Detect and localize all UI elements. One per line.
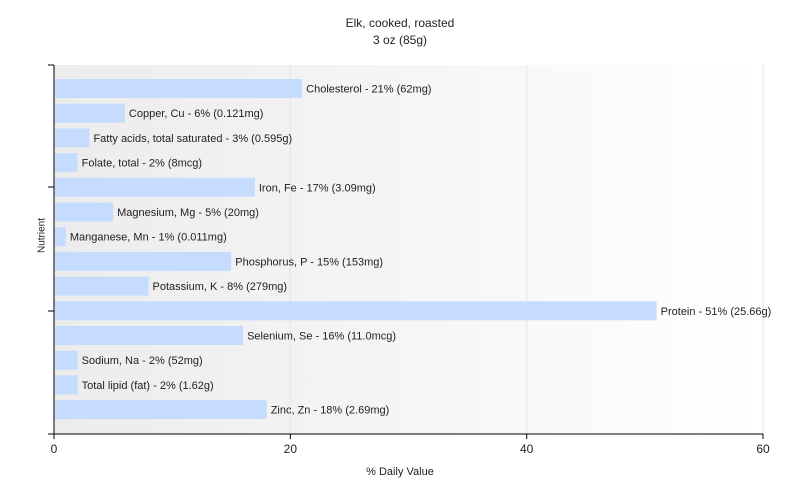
bar: [55, 326, 244, 345]
data-label: Phosphorus, P - 15% (153mg): [235, 256, 383, 268]
plot-background: [54, 65, 763, 434]
bar: [55, 177, 255, 197]
bar: [55, 202, 114, 222]
data-label: Manganese, Mn - 1% (0.011mg): [70, 232, 227, 244]
bar: [55, 128, 90, 148]
data-label: Potassium, K - 8% (279mg): [153, 281, 287, 293]
grid-lines: [289, 65, 764, 434]
bar: [55, 301, 657, 321]
x-tick-label: 60: [756, 442, 770, 456]
bar: [55, 276, 149, 296]
axes: 0 20 40 60: [48, 64, 770, 456]
bar: [55, 79, 303, 98]
data-label: Total lipid (fat) - 2% (1.62g): [82, 380, 214, 392]
y-axis-label: Nutrient: [36, 218, 48, 254]
data-label: Folate, total - 2% (8mcg): [82, 158, 202, 170]
bar: [55, 227, 66, 247]
data-label: Magnesium, Mg - 5% (20mg): [117, 207, 259, 219]
x-axis-label: % Daily Value: [366, 466, 434, 478]
bar: [55, 350, 78, 370]
x-tick-label: 0: [51, 442, 58, 456]
data-label: Copper, Cu - 6% (0.121mg): [129, 108, 264, 120]
bar: [55, 251, 232, 271]
bar: [55, 103, 125, 123]
chart-title: Elk, cooked, roasted: [345, 16, 455, 30]
data-label: Protein - 51% (25.66g): [661, 306, 772, 318]
bar: [55, 400, 267, 420]
data-label: Zinc, Zn - 18% (2.69mg): [271, 405, 390, 417]
bar: [55, 375, 78, 395]
x-tick-label: 20: [284, 442, 298, 456]
data-label: Iron, Fe - 17% (3.09mg): [259, 182, 376, 194]
data-label: Fatty acids, total saturated - 3% (0.595…: [93, 133, 292, 145]
x-tick-label: 40: [520, 442, 534, 456]
data-label: Cholesterol - 21% (62mg): [306, 84, 431, 96]
bar: [55, 153, 78, 173]
data-label: Selenium, Se - 16% (11.0mcg): [247, 331, 396, 343]
bars: Cholesterol - 21% (62mg) Copper, Cu - 6% …: [55, 79, 772, 420]
chart-subtitle: 3 oz (85g): [372, 33, 428, 47]
data-label: Sodium, Na - 2% (52mg): [82, 355, 203, 367]
